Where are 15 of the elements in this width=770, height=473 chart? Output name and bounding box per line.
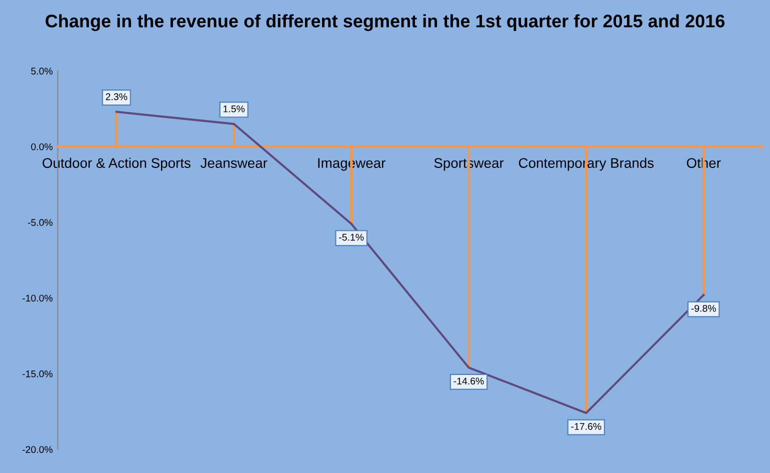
y-tick-label: -5.0%: [28, 219, 53, 226]
y-tick-label: -10.0%: [22, 294, 53, 302]
data-label: 2.3%: [106, 93, 128, 100]
data-label: -5.1%: [339, 234, 364, 241]
chart-title: Change in the revenue of different segment in the 1st quarter for 2015 and 2016: [46, 14, 725, 32]
y-tick-label: -20.0%: [22, 446, 53, 453]
y-tick-label: 0.0%: [31, 143, 53, 150]
data-label: -17.6%: [571, 423, 602, 430]
x-tick-label: Jeanswear: [200, 158, 268, 168]
data-label: -14.6%: [454, 378, 484, 384]
data-label: -9.8%: [691, 304, 716, 312]
y-tick-label: 5.0%: [31, 68, 53, 75]
y-tick-label: -15.0%: [22, 370, 53, 378]
data-label: 1.5%: [224, 105, 245, 112]
x-tick-label: Outdoor & Action Sports: [42, 158, 190, 171]
